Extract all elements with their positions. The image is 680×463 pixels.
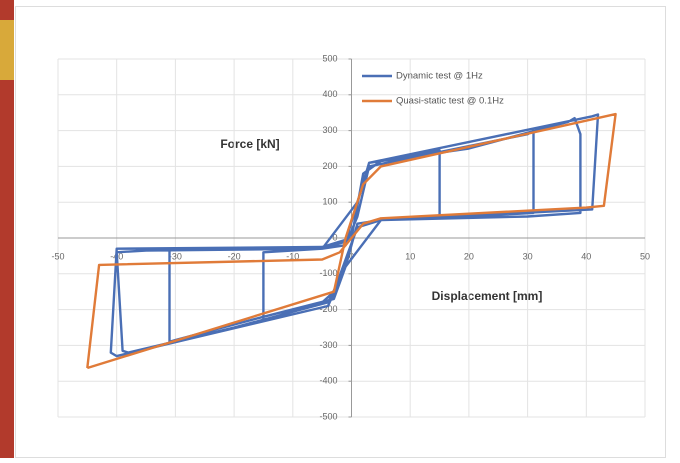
x-tick-label: -50 <box>51 251 64 261</box>
x-tick-label: -10 <box>286 251 299 261</box>
y-tick-label: 200 <box>322 161 337 171</box>
y-tick-label: 400 <box>322 89 337 99</box>
y-axis-title: Force [kN] <box>220 137 279 151</box>
y-tick-label: -500 <box>319 411 337 421</box>
legend-label: Quasi-static test @ 0.1Hz <box>396 96 504 107</box>
y-tick-label: 100 <box>322 197 337 207</box>
photo-strip-detail <box>0 20 14 80</box>
legend-label: Dynamic test @ 1Hz <box>396 71 483 82</box>
x-tick-label: 30 <box>523 251 533 261</box>
chart-panel <box>15 6 666 458</box>
y-tick-label: -200 <box>319 304 337 314</box>
y-tick-label: -300 <box>319 340 337 350</box>
x-tick-label: 10 <box>405 251 415 261</box>
y-tick-label: -400 <box>319 376 337 386</box>
y-tick-label: -100 <box>319 268 337 278</box>
photo-strip <box>0 0 14 458</box>
x-tick-label: 40 <box>581 251 591 261</box>
y-tick-label: 300 <box>322 125 337 135</box>
x-tick-label: 20 <box>464 251 474 261</box>
data-line <box>86 112 617 370</box>
x-tick-label: -20 <box>228 251 241 261</box>
x-tick-label: -30 <box>169 251 182 261</box>
x-axis-title: Displacement [mm] <box>432 289 543 303</box>
x-tick-label: 50 <box>640 251 650 261</box>
y-tick-label: 0 <box>332 232 337 242</box>
y-tick-label: 500 <box>322 53 337 63</box>
